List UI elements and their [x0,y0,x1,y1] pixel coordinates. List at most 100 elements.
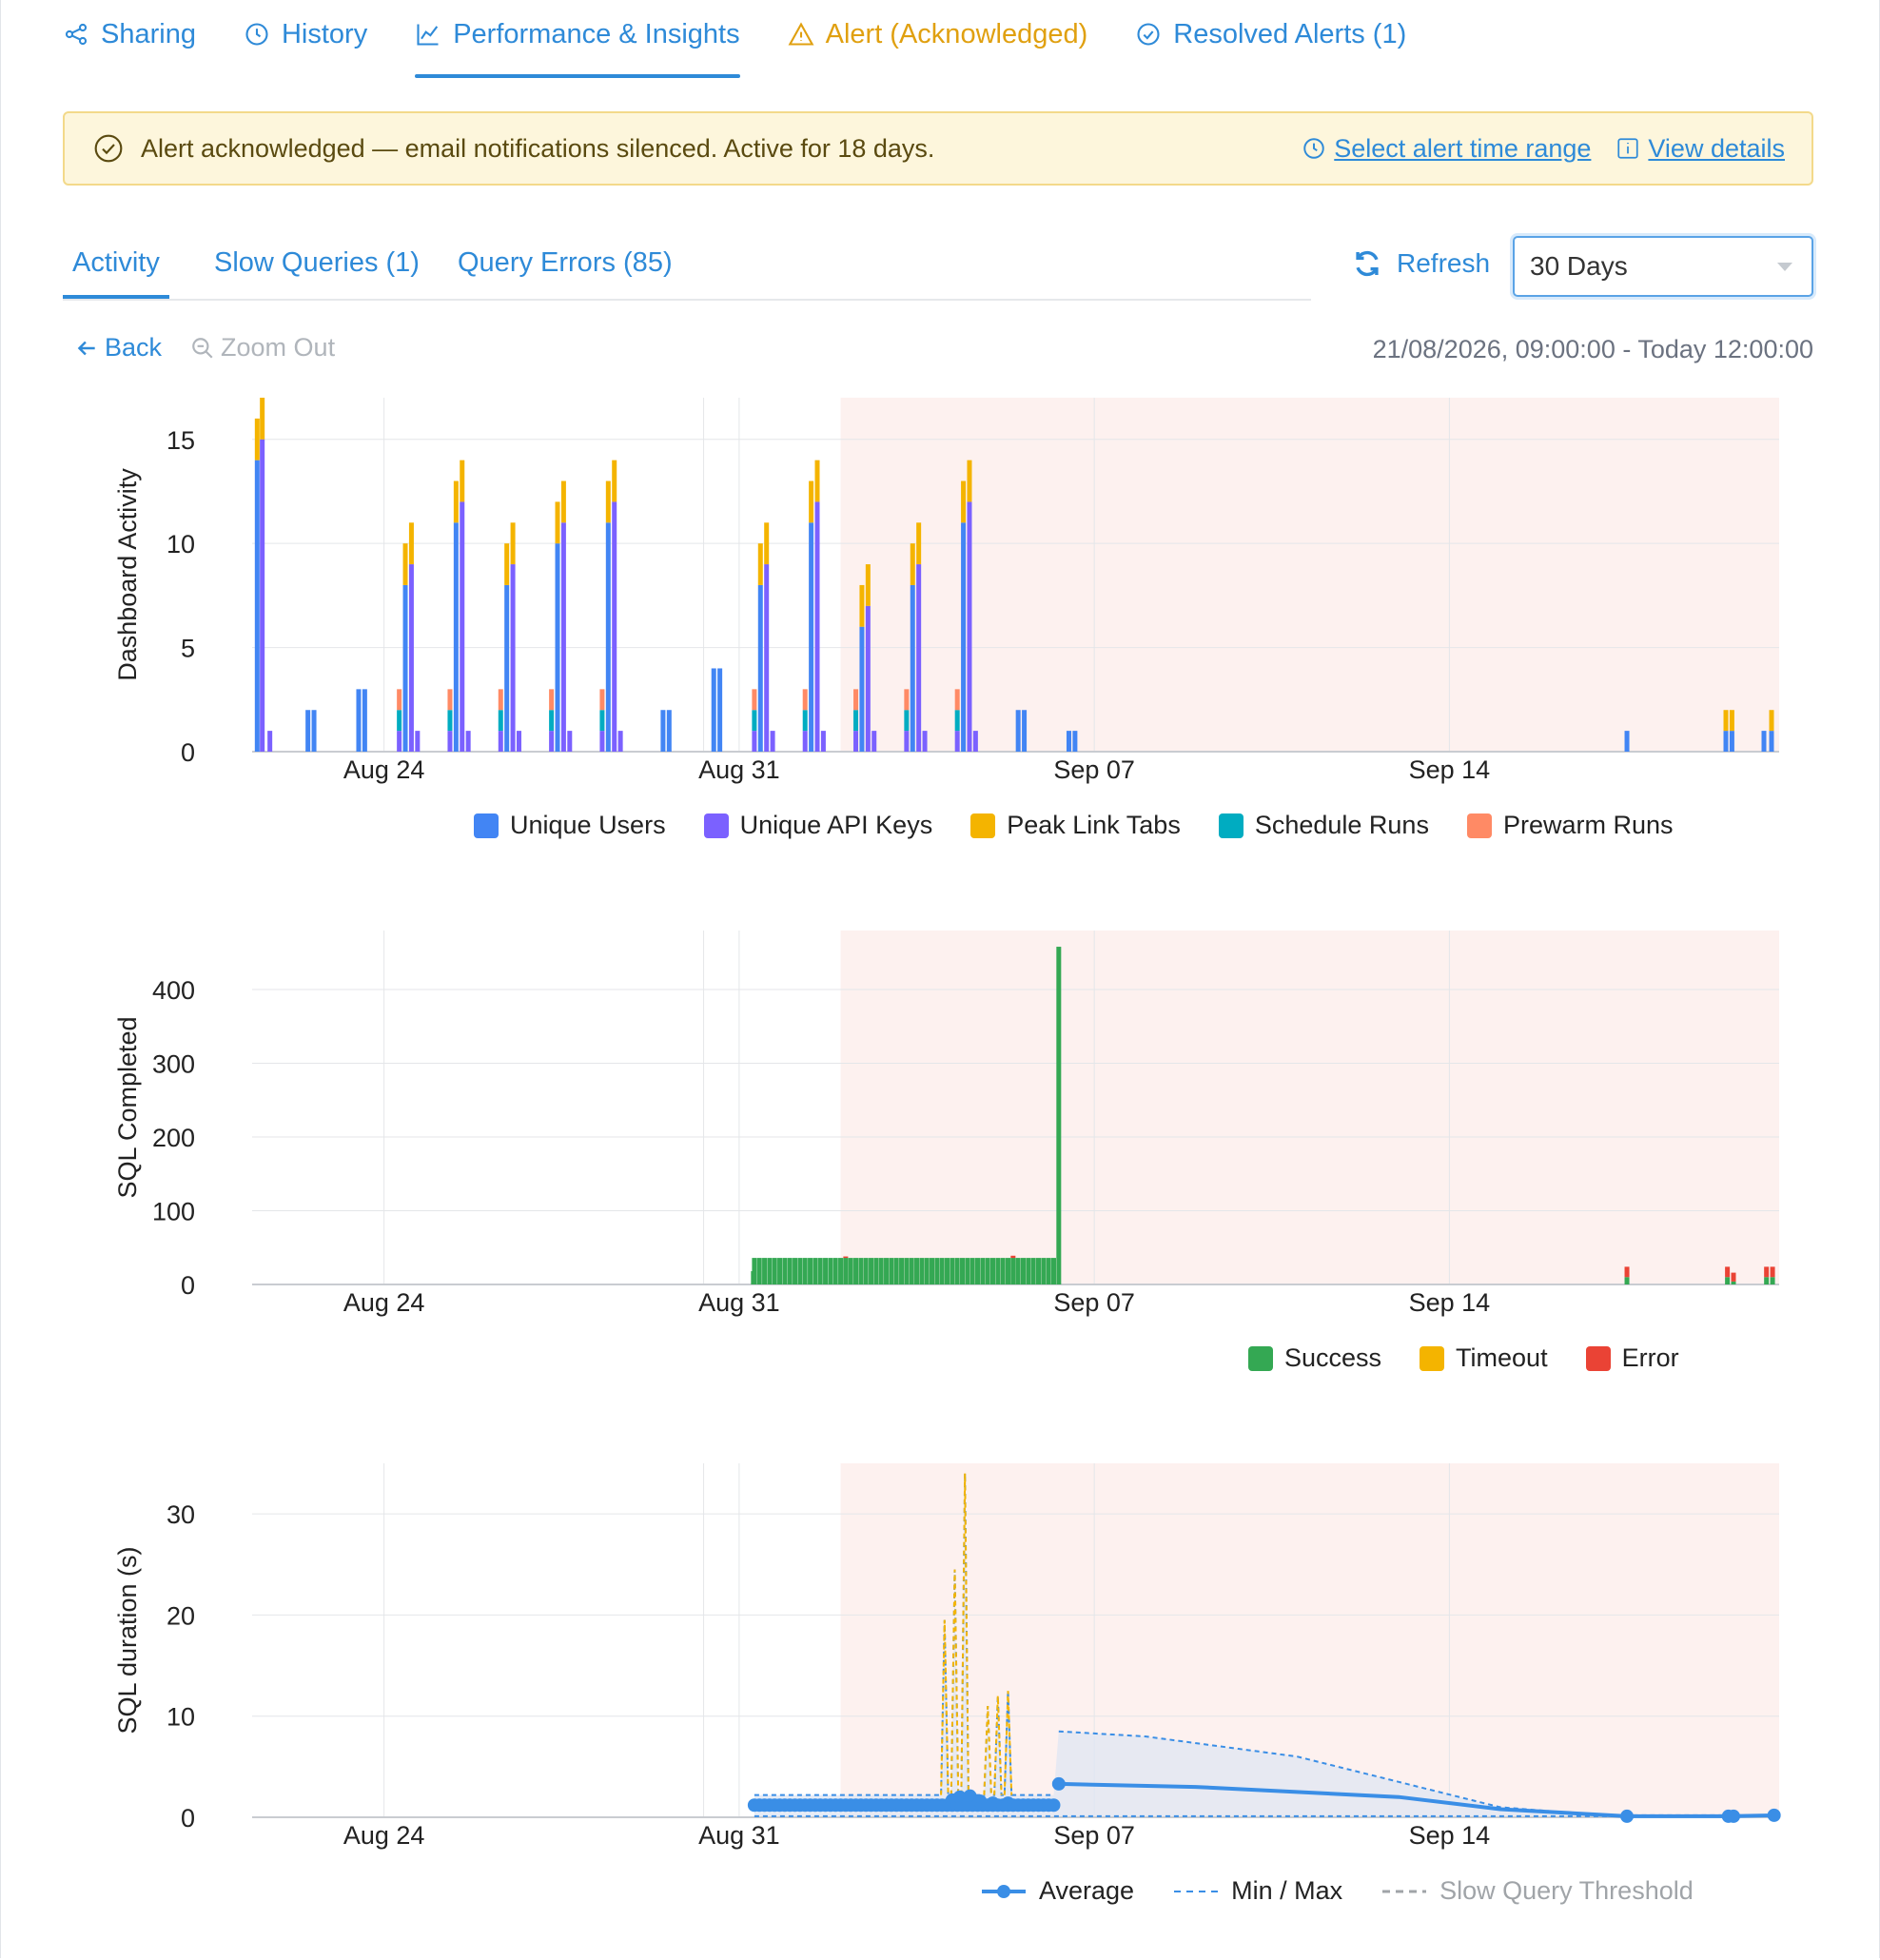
legend-item[interactable]: Slow Query Threshold [1381,1876,1694,1906]
legend-label: Error [1621,1343,1679,1372]
bar-segment [967,501,972,752]
legend-item[interactable]: Unique Users [474,811,666,840]
x-tick-label: Aug 31 [698,1821,780,1850]
chevron-down-icon [1777,263,1792,271]
bar-segment [1624,1266,1630,1278]
bar-segment [787,1258,793,1284]
bar-segment [1056,947,1062,1284]
bar-segment [814,501,820,752]
legend-item[interactable]: Timeout [1420,1343,1548,1373]
y-tick-label: 100 [152,1198,195,1226]
legend-label: Success [1284,1343,1382,1372]
bar-segment [859,584,865,627]
tab-alert[interactable]: Alert (Acknowledged) [788,0,1087,69]
bar-segment [447,731,453,752]
bar-segment [453,522,459,752]
bar-segment [843,1256,849,1259]
link-label: View details [1648,133,1785,163]
tab-activity[interactable]: Activity [63,228,169,299]
y-tick-label: 10 [166,530,195,559]
check-circle-icon [94,134,123,163]
select-alert-time-range-link[interactable]: Select alert time range [1302,134,1591,164]
zoom-out-button[interactable]: Zoom Out [190,333,335,363]
legend-item[interactable]: Min / Max [1172,1876,1342,1906]
bar-segment [498,710,503,732]
bar-segment [711,668,716,752]
bar-segment [817,1258,823,1284]
bar-segment [980,1258,986,1284]
bar-segment [549,710,555,732]
bar-segment [865,564,871,606]
bar-segment [549,689,555,711]
bar-segment [972,731,978,752]
bar-segment [772,1258,777,1284]
average-point [1047,1798,1061,1813]
bar-segment [770,731,775,752]
max-spike-line [950,1569,960,1795]
bar-segment [516,731,521,752]
legend-label: Peak Link Tabs [1007,811,1181,839]
bar-segment [1770,1266,1775,1278]
view-details-link[interactable]: View details [1616,134,1785,164]
bar-segment [767,1258,773,1284]
legend-item[interactable]: Error [1585,1343,1679,1373]
tab-resolved-alerts[interactable]: Resolved Alerts (1) [1135,0,1406,69]
bar-segment [853,689,859,711]
back-button[interactable]: Back [74,333,162,363]
warning-icon [788,22,814,46]
bar-segment [555,543,560,752]
bar-segment [447,689,453,711]
bar-segment [1624,1277,1630,1284]
bar-segment [965,1258,970,1284]
legend-swatch [1248,1345,1273,1371]
bar-segment [904,689,910,711]
tab-label: Activity [72,246,160,278]
bar-segment [402,543,408,585]
x-tick-label: Sep 14 [1409,1821,1491,1850]
bar-segment [415,731,421,752]
tab-sharing[interactable]: Sharing [63,0,196,69]
bar-segment [858,1258,864,1284]
tab-label: Slow Queries (1) [214,246,420,278]
bar-segment [617,731,623,752]
legend-item[interactable]: Average [980,1876,1134,1906]
tab-query-errors[interactable]: Query Errors (85) [458,228,673,297]
x-tick-label: Aug 24 [343,1821,425,1850]
x-tick-label: Sep 07 [1053,755,1135,784]
y-tick-label: 5 [181,635,195,663]
bar-segment [408,564,414,752]
bar-segment [254,460,260,752]
bar-segment [510,564,516,752]
legend-item[interactable]: Prewarm Runs [1466,811,1674,840]
bar-segment [447,710,453,732]
legend-label: Timeout [1456,1343,1548,1372]
legend-item[interactable]: Schedule Runs [1218,811,1429,840]
bar-segment [990,1258,996,1284]
average-point [1620,1809,1635,1823]
back-label: Back [105,333,163,362]
legend-item[interactable]: Success [1248,1343,1381,1373]
bar-segment [1761,731,1767,752]
legend-label: Prewarm Runs [1502,811,1674,839]
legend-item[interactable]: Peak Link Tabs [970,811,1181,840]
bar-segment [960,1258,966,1284]
arrow-left-icon [77,341,95,355]
legend-item[interactable]: Unique API Keys [703,811,932,840]
refresh-icon [1356,250,1379,277]
bar-segment [1010,1258,1016,1284]
bar-segment [823,1258,829,1284]
time-range-select[interactable]: 30 Days [1513,236,1813,297]
bar-segment [260,439,265,752]
bar-segment [975,1258,981,1284]
bar-segment [922,731,928,752]
bar-segment [863,1258,869,1284]
tab-slow-queries[interactable]: Slow Queries (1) [214,228,420,297]
refresh-label: Refresh [1397,248,1491,278]
refresh-button[interactable]: Refresh [1351,247,1490,280]
tab-history[interactable]: History [244,0,367,69]
tab-performance-insights[interactable]: Performance & Insights [415,0,741,78]
bar-segment [777,1258,783,1284]
sql-completed-legend: Success Timeout Error [1248,1343,1679,1373]
bar-segment [612,501,617,752]
bar-segment [871,731,877,752]
